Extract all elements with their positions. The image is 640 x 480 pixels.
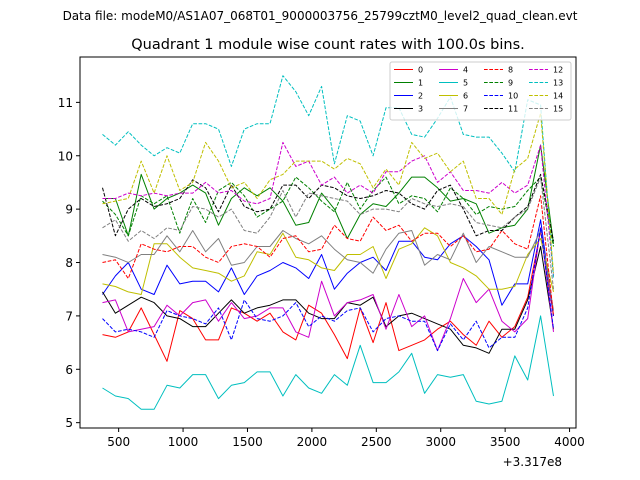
series-line-1 [102,144,554,244]
legend-label-14: 14 [553,92,563,101]
x-tick-label: 3000 [425,435,456,449]
series-line-6 [102,227,554,295]
x-tick-label: 1000 [168,435,199,449]
x-offset-label: +3.317e8 [503,455,562,469]
legend-label-15: 15 [553,105,563,114]
legend-label-11: 11 [508,105,518,114]
series-line-10 [102,227,554,352]
series-line-11 [102,173,554,242]
x-tick-label: 2000 [297,435,328,449]
series-line-0 [102,230,554,362]
legend-label-6: 6 [463,92,468,101]
y-tick-label: 9 [65,203,73,217]
legend-label-7: 7 [463,105,468,114]
legend-label-0: 0 [418,66,423,75]
legend-label-9: 9 [508,79,513,88]
legend-label-8: 8 [508,66,513,75]
x-tick-label: 4000 [554,435,585,449]
series-line-4 [102,227,554,352]
legend-label-3: 3 [418,105,423,114]
series-line-13 [102,75,554,279]
y-tick-label: 7 [65,309,73,323]
y-tick-label: 10 [58,149,73,163]
x-tick-label: 3500 [490,435,521,449]
series-line-9 [102,176,554,247]
legend-label-13: 13 [553,79,563,88]
data-file-label: Data file: modeM0/AS1A07_068T01_90000037… [63,9,578,23]
x-tick-label: 2500 [361,435,392,449]
x-tick-label: 500 [107,435,130,449]
axes-frame [79,56,577,429]
legend-label-5: 5 [463,79,468,88]
y-tick-label: 8 [65,256,73,270]
chart-title: Quadrant 1 module wise count rates with … [131,37,525,53]
series-line-14 [102,112,554,274]
legend-label-4: 4 [463,66,468,75]
series-line-15 [102,176,554,290]
y-tick-label: 5 [65,416,73,430]
legend-label-1: 1 [418,79,423,88]
legend-label-12: 12 [553,66,563,75]
legend-label-2: 2 [418,92,423,101]
legend-label-10: 10 [508,92,518,101]
series-line-2 [102,219,554,316]
x-axis: 500 1000 1500 2000 2500 3000 3500 4000 [107,428,585,449]
legend-box [389,61,572,121]
series-line-7 [102,230,554,311]
series-line-5 [102,315,554,410]
x-tick-label: 1500 [232,435,263,449]
series-line-12 [102,141,554,276]
y-tick-label: 11 [58,96,73,110]
y-axis: 5 6 7 8 9 10 11 [58,96,80,430]
series-line-8 [102,195,554,316]
y-tick-label: 6 [65,363,73,377]
series-layer [102,75,554,410]
